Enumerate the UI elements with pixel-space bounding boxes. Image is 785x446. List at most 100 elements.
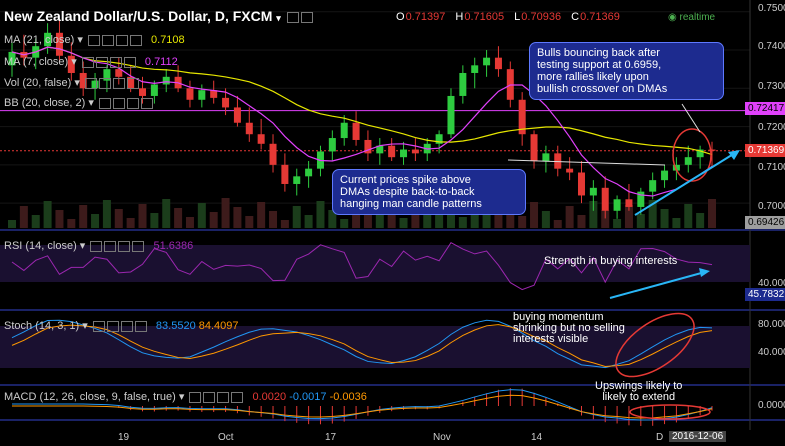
momentum-note: buying momentum shrinking but no selling… <box>513 311 625 345</box>
callout-pointer <box>507 159 666 166</box>
candle-body <box>293 176 301 184</box>
candle-body <box>411 149 419 154</box>
candle-body <box>672 164 680 171</box>
volume-bar <box>8 220 16 228</box>
volume-bar <box>162 199 171 228</box>
candle-body <box>8 51 16 66</box>
candle-body <box>577 172 585 196</box>
stoch-legend[interactable]: Stoch (14, 3, 1) ▾ 83.5520 84.4097 <box>4 320 239 332</box>
volume-bar <box>636 214 645 228</box>
candle-body <box>198 90 206 100</box>
chevron-down-icon[interactable]: ▾ <box>276 13 281 23</box>
candle-body <box>649 180 657 192</box>
volume-bar <box>446 208 455 228</box>
volume-bar <box>209 212 218 228</box>
candle-body <box>222 97 230 108</box>
candle-body <box>435 134 443 144</box>
candle-body <box>459 72 467 96</box>
date-tag: 2016-12-06 <box>669 431 727 442</box>
time-label: Oct <box>218 432 234 443</box>
volume-bar <box>589 201 598 228</box>
volume-bar <box>601 210 610 228</box>
price-tick: 0.72000 <box>758 122 785 133</box>
visibility-icon[interactable] <box>300 11 313 23</box>
candle-body <box>684 157 692 165</box>
candlesticks <box>8 19 716 219</box>
volume-bar <box>233 207 242 228</box>
volume-bar <box>624 205 633 228</box>
macd-legend[interactable]: MACD (12, 26, close, 9, false, true) ▾ 0… <box>4 391 367 403</box>
volume-bar <box>257 202 266 228</box>
time-label: 19 <box>118 432 130 443</box>
macd-highlight-circle <box>629 404 711 420</box>
ma7-legend[interactable]: MA (7, close) ▾ 0.7112 <box>4 56 178 68</box>
volume-bar <box>541 211 550 228</box>
volume-bar <box>138 204 147 228</box>
volume-bar <box>565 206 574 228</box>
volume-bar <box>269 211 278 228</box>
volume-bar <box>660 209 669 228</box>
volume-bar <box>102 200 111 228</box>
volume-bar <box>328 210 337 228</box>
volume-bar <box>280 220 289 228</box>
candle-body <box>127 76 135 89</box>
stoch-k-line <box>11 319 713 369</box>
last-price-tag: 0.71369 <box>745 144 785 157</box>
settings-icon[interactable] <box>286 11 299 23</box>
symbol-title: New Zealand Dollar/U.S. Dollar, D, FXCM <box>4 8 273 24</box>
current-prices-callout: Current prices spike above DMAs despite … <box>332 169 526 215</box>
strength-note: Strength in buying interests <box>544 255 678 267</box>
stoch-pane <box>0 319 750 369</box>
rsi-arrow <box>609 271 706 299</box>
candle-body <box>44 32 52 47</box>
stoch-band <box>0 326 750 368</box>
volume-bar <box>150 213 159 228</box>
volume-bar <box>672 218 681 228</box>
candle-body <box>162 76 170 85</box>
rsi-line <box>11 242 713 291</box>
trend-arrow <box>634 152 736 216</box>
candle-body <box>281 164 289 184</box>
volume-bar <box>648 200 657 228</box>
price-tick: 0.75000 <box>758 3 785 14</box>
price-tick: 0.73000 <box>758 81 785 92</box>
candle-body <box>269 143 277 165</box>
candle-body <box>661 170 669 181</box>
candle-body <box>210 90 218 98</box>
volume-bar <box>411 204 420 228</box>
moving-average-lines <box>11 46 713 197</box>
bb-legend[interactable]: BB (20, close, 2) ▾ <box>4 96 153 109</box>
volume-bar <box>363 214 372 228</box>
volume-bar <box>399 218 408 228</box>
chart-title[interactable]: New Zealand Dollar/U.S. Dollar, D, FXCM … <box>4 8 313 24</box>
price-tick: 0.74000 <box>758 41 785 52</box>
volume-bars <box>8 198 716 228</box>
volume-legend[interactable]: Vol (20, false) ▾ <box>4 76 139 89</box>
candle-body <box>518 99 526 135</box>
volume-bar <box>197 203 206 228</box>
volume-bar <box>55 210 64 228</box>
volume-bar <box>352 205 361 228</box>
macd-tick: 0.0000 <box>758 400 785 411</box>
rsi-legend[interactable]: RSI (14, close) ▾ 51.6386 <box>4 240 194 252</box>
candle-body <box>542 153 550 162</box>
candle-body <box>388 145 396 158</box>
volume-bar <box>577 215 586 228</box>
candle-body <box>554 153 562 169</box>
volume-bar <box>292 206 301 228</box>
callout-pointer <box>681 103 701 133</box>
stoch-d-line <box>11 324 713 368</box>
volume-bar <box>91 214 100 228</box>
volume-bar <box>174 208 183 228</box>
candle-body <box>589 187 597 196</box>
volume-bar <box>245 216 254 228</box>
volume-bar <box>126 218 135 228</box>
ma21-legend[interactable]: MA (21, close) ▾ 0.7108 <box>4 34 185 46</box>
time-label: D <box>656 432 664 443</box>
volume-bar <box>31 215 40 228</box>
volume-bar <box>340 219 349 228</box>
rsi-arrowhead <box>699 268 710 277</box>
candle-body <box>115 69 123 77</box>
candle-body <box>400 149 408 158</box>
